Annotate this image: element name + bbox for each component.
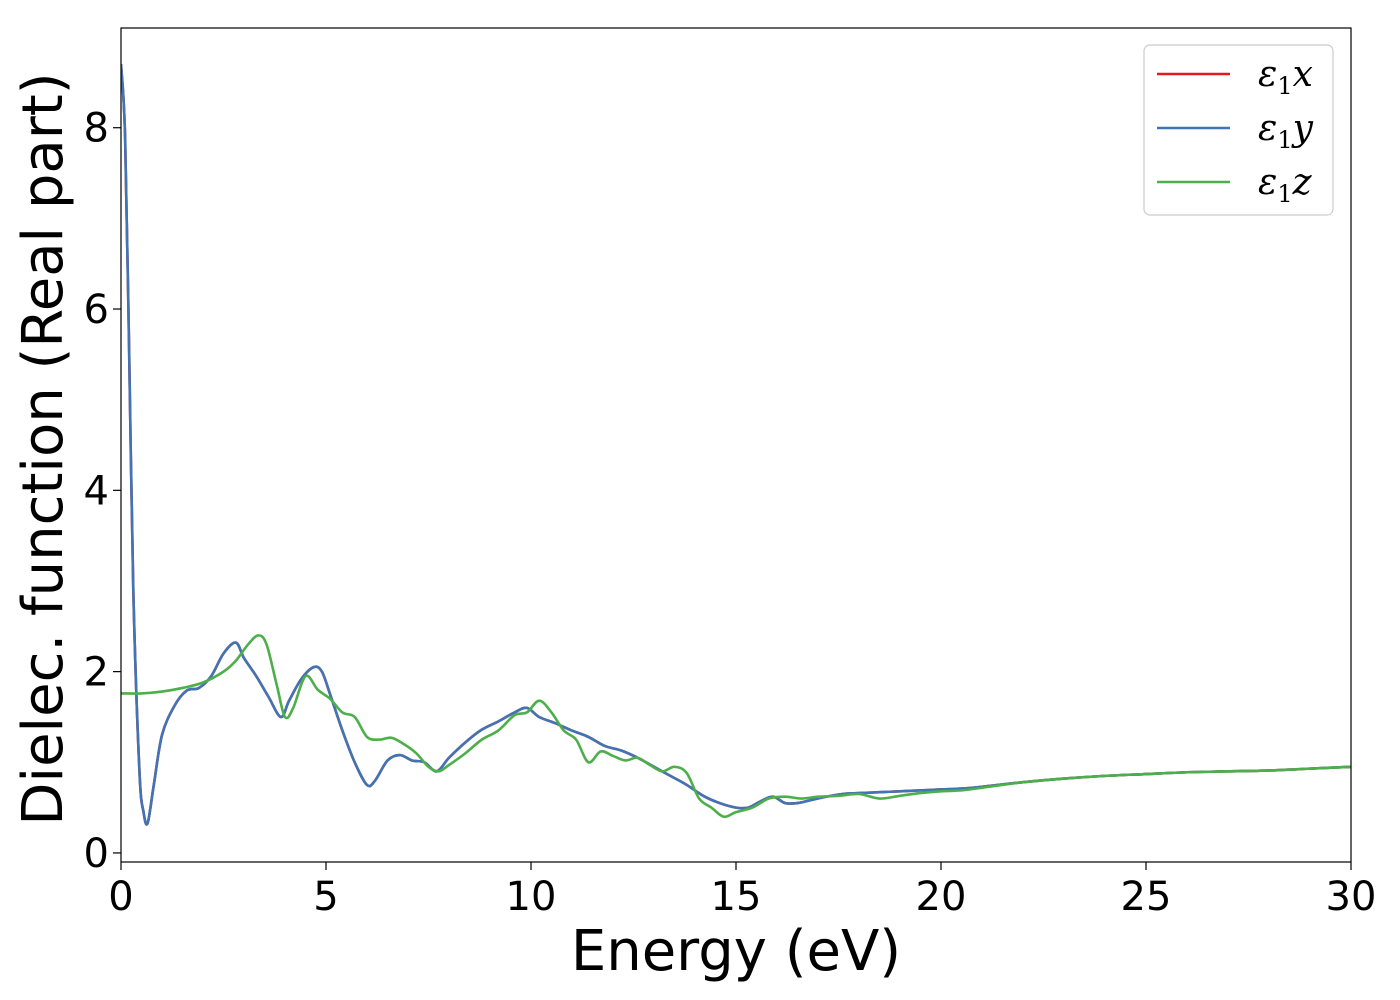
series-lines	[121, 64, 1351, 826]
legend-box	[1143, 44, 1334, 216]
y-tick-label: 4	[84, 468, 109, 514]
y-tick-label: 0	[84, 831, 109, 877]
x-tick-label: 0	[108, 874, 133, 920]
legend-label-y: ε1y	[1258, 108, 1314, 154]
x-tick-label: 20	[916, 874, 967, 920]
x-tick-label: 30	[1326, 874, 1377, 920]
x-tick-label: 25	[1121, 874, 1172, 920]
x-tick-label: 15	[711, 874, 762, 920]
x-axis: 0 5 10 15 20 25 30	[108, 862, 1376, 920]
y-tick-label: 6	[84, 287, 109, 333]
x-tick-label: 5	[313, 874, 338, 920]
x-tick-label: 10	[506, 874, 557, 920]
series-line-z	[121, 634, 1351, 819]
legend-label-z: ε1z	[1258, 162, 1313, 208]
legend-label-x: ε1x	[1258, 54, 1313, 100]
legend: ε1x ε1y ε1z	[1143, 44, 1334, 216]
y-tick-label: 8	[84, 106, 109, 152]
x-axis-title: Energy (eV)	[571, 919, 901, 984]
y-axis: 0 2 4 6 8	[84, 106, 121, 877]
y-axis-title: Dielec. function (Real part)	[11, 72, 76, 825]
y-tick-label: 2	[84, 650, 109, 696]
series-line-y	[121, 64, 1351, 826]
